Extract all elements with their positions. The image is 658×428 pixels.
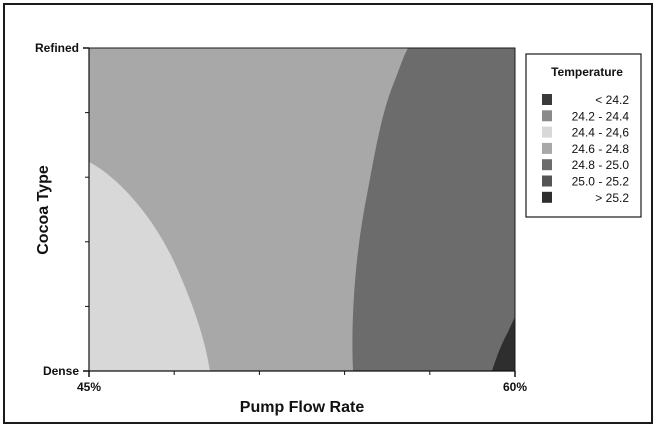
legend-swatch bbox=[542, 175, 552, 187]
legend-label: 24.4 - 24,6 bbox=[572, 126, 630, 140]
plot-area bbox=[88, 47, 516, 372]
x-tick-label-45: 45% bbox=[77, 380, 101, 394]
legend-label: 25.0 - 25.2 bbox=[572, 175, 630, 189]
axes bbox=[83, 47, 516, 377]
legend-swatch bbox=[542, 110, 552, 122]
y-axis-title: Cocoa Type bbox=[35, 165, 52, 255]
contour-region-24.4-24.6 bbox=[89, 162, 210, 371]
legend: Temperature < 24.2 24.2 - 24.4 24.4 - 24,6… bbox=[525, 53, 642, 218]
legend-swatch bbox=[542, 142, 552, 154]
contour-region-above-25.2 bbox=[492, 317, 515, 371]
legend-swatch bbox=[542, 126, 552, 138]
legend-label: > 25.2 bbox=[595, 191, 629, 205]
legend-label: < 24.2 bbox=[595, 93, 629, 107]
contour-chart: Refined Dense 45% 60% Pump Flow Rate Coc… bbox=[35, 41, 642, 416]
x-minor-ticks bbox=[173, 371, 431, 375]
legend-swatch bbox=[542, 191, 552, 203]
y-minor-ticks bbox=[85, 112, 89, 307]
contour-region-24.8-25.0 bbox=[352, 48, 515, 371]
legend-swatch bbox=[542, 159, 552, 171]
y-tick-label-dense: Dense bbox=[43, 364, 79, 378]
y-tick-label-refined: Refined bbox=[35, 41, 79, 55]
legend-label: 24.8 - 25.0 bbox=[572, 158, 630, 172]
legend-label: 24.6 - 24.8 bbox=[572, 142, 630, 156]
chart-frame: Refined Dense 45% 60% Pump Flow Rate Coc… bbox=[3, 3, 653, 424]
x-tick-label-60: 60% bbox=[503, 380, 527, 394]
legend-swatch bbox=[542, 94, 552, 105]
legend-title: Temperature bbox=[551, 65, 623, 79]
legend-items: < 24.2 24.2 - 24.4 24.4 - 24,6 24.6 - 24.8 2… bbox=[542, 93, 629, 205]
x-axis-title: Pump Flow Rate bbox=[240, 399, 365, 416]
legend-label: 24.2 - 24.4 bbox=[572, 109, 630, 123]
